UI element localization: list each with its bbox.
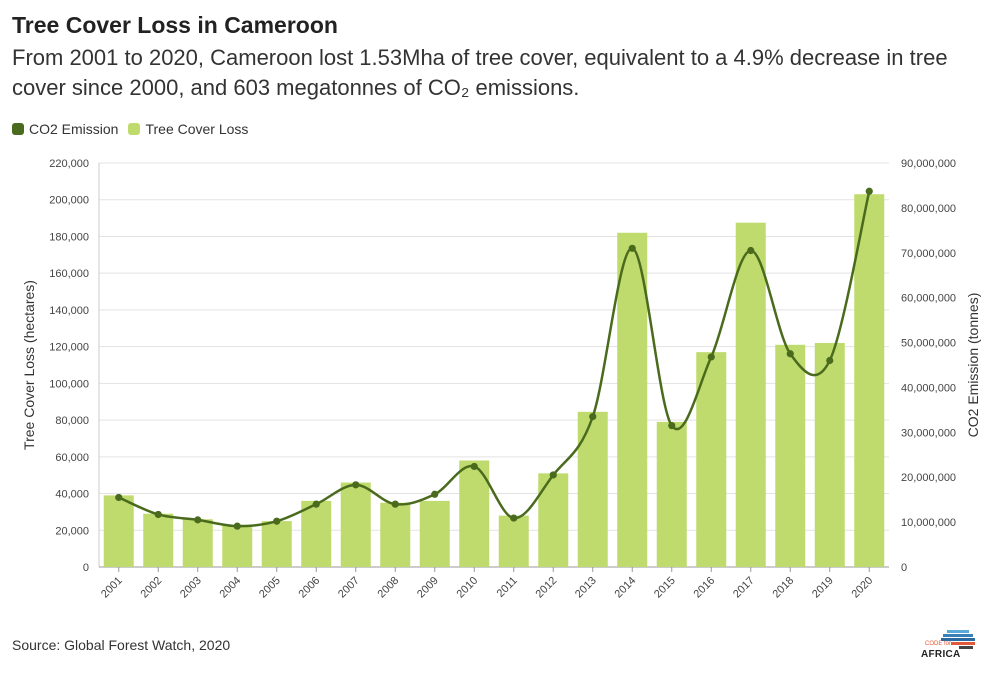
chart-subtitle: From 2001 to 2020, Cameroon lost 1.53Mha… — [12, 45, 948, 100]
x-tick-label: 2016 — [692, 575, 718, 601]
co2-emission-point — [273, 517, 281, 525]
left-tick-label: 100,000 — [49, 378, 89, 390]
logo-small-text: CODE for — [925, 641, 952, 647]
legend: CO2 Emission Tree Cover Loss — [12, 121, 258, 137]
co2-emission-point — [352, 481, 360, 489]
x-tick-label: 2017 — [731, 575, 757, 601]
co2-emission-point — [786, 350, 794, 358]
co2-emission-point — [154, 510, 162, 519]
co2-emission-point — [312, 500, 320, 508]
right-tick-label: 30,000,000 — [901, 427, 956, 439]
co2-emission-point — [391, 500, 399, 508]
co2-emission-point — [747, 246, 755, 255]
x-tick-label: 2019 — [810, 575, 836, 601]
co2-emission-point — [826, 356, 834, 365]
left-tick-label: 140,000 — [49, 305, 89, 317]
bar — [380, 502, 411, 567]
co2-emission-point — [668, 422, 676, 430]
x-tick-label: 2018 — [771, 575, 797, 601]
co2-emission-point — [470, 462, 478, 471]
bar — [103, 495, 134, 567]
left-tick-label: 40,000 — [55, 489, 89, 501]
right-tick-label: 80,000,000 — [901, 203, 956, 215]
co2-emission-point — [865, 187, 873, 195]
chart-title: Tree Cover Loss in Cameroon — [12, 12, 338, 38]
right-tick-label: 0 — [901, 562, 907, 574]
x-tick-label: 2002 — [139, 575, 165, 601]
bar — [222, 524, 253, 567]
x-tick-label: 2013 — [573, 575, 599, 601]
x-tick-label: 2014 — [613, 575, 639, 601]
bar — [617, 232, 648, 568]
bar — [538, 473, 569, 567]
chart-plot: 0 20,000 40,000 60,000 80,000 100,000 120,000 1… — [21, 158, 981, 601]
bar — [814, 342, 845, 567]
bar — [301, 500, 332, 567]
co2-emission-point — [510, 514, 518, 522]
logo-graphic-icon — [941, 630, 975, 649]
left-tick-label: 180,000 — [49, 231, 89, 243]
left-tick-label: 200,000 — [49, 195, 89, 207]
x-tick-label: 2008 — [376, 575, 402, 601]
legend-label-co2: CO2 Emission — [29, 121, 119, 137]
x-tick-label: 2006 — [297, 575, 323, 601]
x-tick-label: 2007 — [336, 575, 362, 601]
bar — [696, 352, 727, 567]
co2-emission-point — [115, 493, 123, 502]
bar — [419, 500, 450, 567]
bar — [340, 482, 371, 567]
bar — [656, 421, 687, 567]
co2-emission-point — [431, 490, 439, 498]
y-axis-title-right: CO2 Emission (tonnes) — [965, 293, 981, 438]
co2-emission-point — [589, 413, 597, 421]
x-tick-label: 2009 — [415, 575, 441, 601]
bar — [182, 519, 213, 567]
bar — [577, 411, 608, 567]
left-tick-label: 220,000 — [49, 158, 89, 170]
right-tick-label: 20,000,000 — [901, 472, 956, 484]
left-tick-label: 20,000 — [55, 525, 89, 537]
right-tick-label: 10,000,000 — [901, 517, 956, 529]
co2-emission-point — [628, 244, 636, 252]
bar — [775, 344, 806, 567]
left-tick-label: 80,000 — [55, 415, 89, 427]
right-tick-label: 40,000,000 — [901, 382, 956, 394]
co2-emission-point — [707, 353, 715, 361]
x-tick-label: 2003 — [178, 575, 204, 601]
legend-swatch-tree-cover-loss — [128, 123, 141, 135]
x-tick-label: 2004 — [218, 575, 244, 601]
bar — [854, 194, 885, 567]
right-tick-label: 60,000,000 — [901, 293, 956, 305]
left-tick-label: 0 — [83, 562, 89, 574]
legend-item-tree-cover-loss[interactable]: Tree Cover Loss — [128, 121, 248, 137]
x-tick-label: 2015 — [652, 575, 678, 601]
bar — [735, 222, 766, 567]
bar — [498, 515, 529, 567]
left-tick-label: 60,000 — [55, 452, 89, 464]
right-tick-label: 90,000,000 — [901, 158, 956, 170]
x-tick-label: 2012 — [534, 575, 560, 601]
bar — [261, 521, 292, 567]
right-tick-label: 70,000,000 — [901, 248, 956, 260]
y-axis-title-left: Tree Cover Loss (hectares) — [21, 280, 37, 450]
code-for-africa-logo: CODE for AFRICA — [921, 628, 979, 662]
co2-emission-point — [194, 516, 202, 524]
co2-emission-point — [233, 522, 241, 530]
x-tick-label: 2020 — [850, 575, 876, 601]
left-tick-label: 120,000 — [49, 342, 89, 354]
x-tick-label: 2001 — [99, 575, 125, 601]
co2-emission-point — [549, 471, 557, 479]
x-tick-label: 2010 — [455, 575, 481, 601]
legend-item-co2[interactable]: CO2 Emission — [12, 121, 118, 137]
x-tick-label: 2005 — [257, 575, 283, 601]
right-tick-label: 50,000,000 — [901, 338, 956, 350]
x-tick-label: 2011 — [495, 575, 520, 600]
legend-swatch-co2 — [12, 123, 24, 135]
legend-label-tree-cover-loss: Tree Cover Loss — [145, 121, 249, 137]
source-note: Source: Global Forest Watch, 2020 — [12, 637, 231, 653]
logo-text: AFRICA — [921, 649, 961, 660]
bar — [143, 513, 174, 567]
left-tick-label: 160,000 — [49, 268, 89, 280]
